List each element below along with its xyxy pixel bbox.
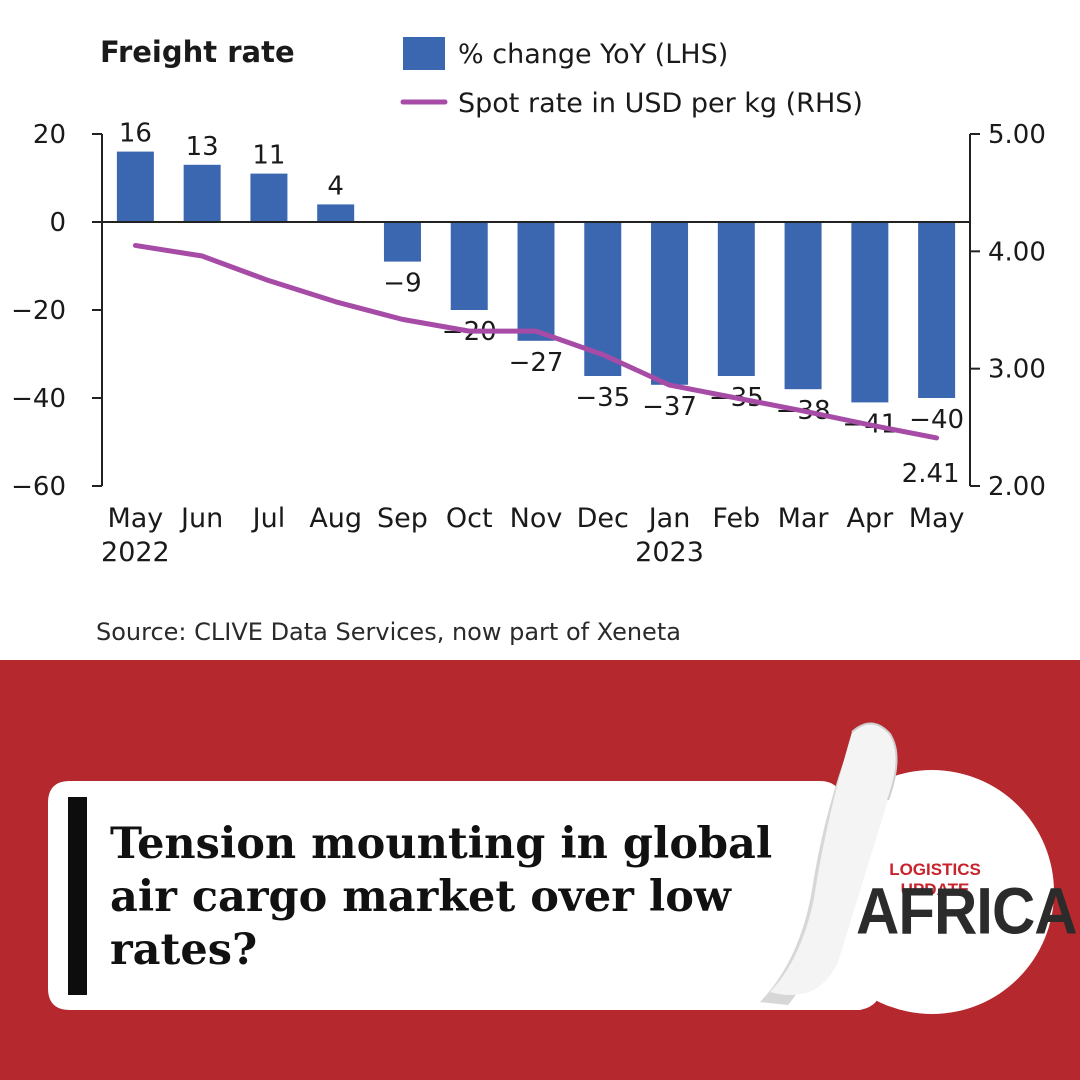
headline-card (48, 781, 882, 1010)
x-tick-label-11: Apr (846, 503, 894, 534)
y-right-tick-label-2: 3.00 (988, 355, 1046, 385)
x-tick-label-0: May (107, 503, 163, 534)
bar-label-2: 11 (252, 141, 285, 171)
y-left-tick-label-3: −40 (11, 384, 66, 414)
y-left-tick-label-0: 20 (33, 120, 66, 150)
headline-banner: Tension mounting in global air cargo mar… (0, 660, 1080, 1080)
bar-label-3: 4 (327, 171, 344, 201)
bar-10 (784, 222, 822, 390)
logo-top-text: LOGISTICS UPDATE (889, 860, 981, 899)
bar-label-12: −40 (909, 405, 964, 435)
x-tick-label-9: Feb (712, 503, 760, 534)
x-tick-label-2: Jul (251, 503, 286, 534)
x-tick-label-5: Oct (446, 503, 493, 534)
bar-label-1: 13 (186, 132, 219, 162)
x-tick-label-6: Nov (510, 503, 563, 534)
y-right-tick-label-1: 4.00 (988, 237, 1046, 267)
y-right-tick-label-0: 5.00 (988, 120, 1046, 150)
x-tick-label-10: Mar (778, 503, 830, 534)
spot-rate-line (132, 242, 940, 441)
x-tick-label-1: Jun (179, 503, 223, 534)
year-label-0: 2022 (101, 537, 170, 568)
x-tick-label-12: May (909, 503, 965, 534)
bar-label-6: −27 (509, 348, 564, 378)
bar-4 (383, 222, 421, 262)
y-left-tick-label-1: 0 (49, 208, 66, 238)
y-right-tick-label-3: 2.00 (988, 472, 1046, 502)
page-curl (770, 723, 897, 996)
logo-main-text: AFRICA (856, 874, 1078, 948)
x-tick-label-4: Sep (377, 503, 428, 534)
bar-5 (450, 222, 488, 310)
freight-rate-chart: Freight rate % change YoY (LHS) Spot rate … (11, 35, 1046, 568)
bar-2 (250, 173, 288, 222)
page-curl-edge (851, 722, 898, 801)
headline-accent-bar (68, 797, 87, 995)
bar-6 (517, 222, 555, 341)
source-note: Source: CLIVE Data Services, now part of… (96, 618, 681, 646)
legend-line-label: Spot rate in USD per kg (RHS) (458, 88, 863, 119)
legend-bar-label: % change YoY (LHS) (458, 39, 728, 70)
y-left-tick-label-2: −20 (11, 296, 66, 326)
headline-text: Tension mounting in global air cargo mar… (110, 819, 773, 975)
bar-0 (116, 151, 154, 222)
bar-label-7: −35 (575, 383, 630, 413)
bar-9 (717, 222, 755, 376)
bar-8 (651, 222, 689, 385)
x-tick-label-7: Dec (577, 503, 629, 534)
bar-12 (918, 222, 956, 398)
x-tick-label-8: Jan (647, 503, 691, 534)
bar-label-0: 16 (119, 119, 152, 149)
year-label-1: 2023 (635, 537, 704, 568)
x-tick-label-3: Aug (309, 503, 362, 534)
spot-rate-end-label: 2.41 (902, 459, 960, 489)
y-left-tick-label-4: −60 (11, 472, 66, 502)
bar-3 (317, 204, 355, 222)
bar-label-4: −9 (383, 269, 421, 299)
bar-1 (183, 164, 221, 222)
chart-title: Freight rate (100, 35, 295, 69)
legend-bar-swatch (403, 37, 445, 70)
banner-artwork (48, 722, 1054, 1014)
chart-area: Freight rate % change YoY (LHS) Spot rate … (11, 35, 1046, 646)
bar-11 (851, 222, 889, 403)
bar-label-8: −37 (642, 392, 697, 422)
